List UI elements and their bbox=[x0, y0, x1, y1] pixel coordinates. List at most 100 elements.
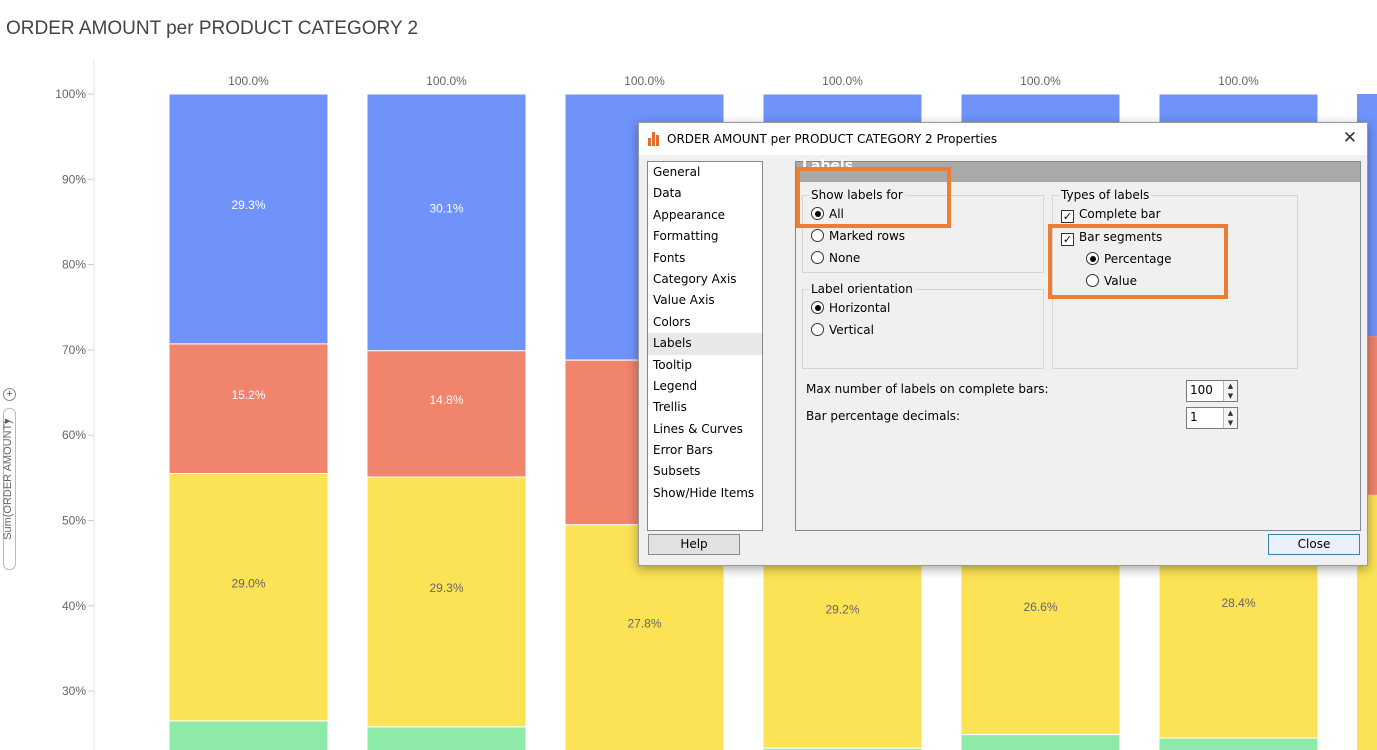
bar-total-label: 100.0% bbox=[822, 74, 863, 88]
nav-item-general[interactable]: General bbox=[653, 165, 701, 179]
y-tick-label: 80% bbox=[62, 258, 86, 272]
radio-percentage-label: Percentage bbox=[1104, 252, 1172, 266]
max-labels-spinner[interactable]: 100 ▲ ▼ bbox=[1186, 380, 1238, 402]
dropdown-arrow-icon: ▶ bbox=[5, 418, 11, 425]
bar-total-label: 100.0% bbox=[228, 74, 269, 88]
y-tick-label: 70% bbox=[62, 343, 86, 357]
y-tick-label: 30% bbox=[62, 684, 86, 698]
bar-segment[interactable] bbox=[366, 350, 527, 478]
radio-vertical[interactable]: Vertical bbox=[811, 322, 874, 338]
chart-app-icon bbox=[648, 132, 662, 146]
radio-all[interactable]: All bbox=[811, 206, 844, 222]
radio-icon bbox=[811, 251, 824, 264]
properties-dialog: ORDER AMOUNT per PRODUCT CATEGORY 2 Prop… bbox=[638, 122, 1368, 566]
bar-segment[interactable] bbox=[366, 476, 527, 728]
bar-segment[interactable] bbox=[762, 747, 923, 750]
nav-item-lines-curves[interactable]: Lines & Curves bbox=[653, 421, 743, 436]
y-axis-label[interactable]: Sum(ORDER AMOUNT) bbox=[2, 420, 14, 540]
radio-value-label: Value bbox=[1104, 274, 1137, 288]
radio-icon bbox=[1086, 274, 1099, 287]
nav-item-value-axis[interactable]: Value Axis bbox=[653, 293, 715, 308]
bar-total-label: 100.0% bbox=[624, 74, 665, 88]
types-of-labels-title: Types of labels bbox=[1059, 188, 1152, 202]
bar-total-label: 100.0% bbox=[1020, 74, 1061, 88]
bar-decimals-label: Bar percentage decimals: bbox=[806, 409, 961, 423]
y-tick-label: 90% bbox=[62, 172, 86, 186]
segment-label: 14.8% bbox=[429, 393, 463, 407]
close-icon[interactable]: ✕ bbox=[1342, 128, 1357, 148]
radio-percentage[interactable]: Percentage bbox=[1086, 251, 1172, 267]
help-button[interactable]: Help bbox=[648, 534, 740, 555]
y-axis-ticks: 30% 40% 50% 60% 70% 80% 90% 100% bbox=[55, 87, 94, 698]
bar-segments-label: Bar segments bbox=[1079, 230, 1163, 244]
spin-up-icon[interactable]: ▲ bbox=[1227, 382, 1234, 390]
segment-label: 29.3% bbox=[429, 581, 463, 595]
labels-panel: Labels Show labels for All Marked rows N… bbox=[795, 158, 1361, 531]
nav-item-fonts[interactable]: Fonts bbox=[653, 250, 686, 265]
radio-value[interactable]: Value bbox=[1086, 273, 1137, 289]
close-button[interactable]: Close bbox=[1268, 534, 1360, 555]
spin-down-icon[interactable]: ▼ bbox=[1227, 392, 1234, 400]
bar-segment[interactable] bbox=[366, 93, 527, 352]
nav-item-colors[interactable]: Colors bbox=[653, 314, 691, 329]
radio-marked-rows[interactable]: Marked rows bbox=[811, 228, 905, 244]
checkbox-complete-bar[interactable]: ✓ Complete bar bbox=[1061, 206, 1161, 223]
spinner-buttons[interactable]: ▲ ▼ bbox=[1223, 408, 1237, 428]
axis-dropdown[interactable]: ▶ bbox=[3, 408, 16, 570]
nav-item-trellis[interactable]: Trellis bbox=[653, 400, 687, 415]
bar-decimals-value: 1 bbox=[1190, 410, 1198, 424]
segment-label: 27.8% bbox=[627, 616, 661, 630]
nav-item-error-bars[interactable]: Error Bars bbox=[653, 443, 713, 458]
y-tick-label: 50% bbox=[62, 514, 86, 528]
show-labels-group: Show labels for All Marked rows None bbox=[802, 188, 1044, 273]
panel-header-title: Labels bbox=[802, 158, 854, 174]
radio-all-label: All bbox=[829, 207, 844, 221]
nav-item-show-hide-items[interactable]: Show/Hide Items bbox=[653, 485, 755, 500]
segment-label: 15.2% bbox=[231, 388, 265, 402]
segment-label: 28.4% bbox=[1221, 596, 1255, 610]
nav-item-formatting[interactable]: Formatting bbox=[653, 229, 719, 244]
nav-item-category-axis[interactable]: Category Axis bbox=[653, 271, 737, 286]
radio-selected-icon bbox=[1086, 252, 1099, 265]
bar-segment[interactable] bbox=[168, 343, 329, 475]
bar-decimals-spinner[interactable]: 1 ▲ ▼ bbox=[1186, 407, 1238, 429]
radio-icon bbox=[811, 323, 824, 336]
spinner-buttons[interactable]: ▲ ▼ bbox=[1223, 381, 1237, 401]
dialog-title: ORDER AMOUNT per PRODUCT CATEGORY 2 Prop… bbox=[667, 132, 998, 146]
segment-label: 30.1% bbox=[429, 201, 463, 215]
radio-none[interactable]: None bbox=[811, 250, 860, 266]
y-axis-selector[interactable]: + ▶ Sum(ORDER AMOUNT) bbox=[0, 388, 18, 578]
bar-labels: 29.3% 15.2% 29.0% 100.0% 30.1% 14.8% 29.3% 100.… bbox=[228, 74, 1259, 630]
add-axis-icon[interactable]: + bbox=[3, 388, 16, 401]
show-labels-title: Show labels for bbox=[809, 188, 905, 202]
label-orientation-group: Label orientation Horizontal Vertical bbox=[802, 282, 1044, 369]
dialog-titlebar[interactable]: ORDER AMOUNT per PRODUCT CATEGORY 2 Prop… bbox=[639, 123, 1367, 155]
nav-item-legend[interactable]: Legend bbox=[653, 378, 698, 393]
radio-horizontal[interactable]: Horizontal bbox=[811, 300, 890, 316]
bar-segment[interactable] bbox=[1158, 737, 1319, 750]
spin-down-icon[interactable]: ▼ bbox=[1227, 419, 1234, 427]
bar-segment[interactable] bbox=[168, 473, 329, 722]
segment-label: 29.3% bbox=[231, 198, 265, 212]
radio-marked-label: Marked rows bbox=[829, 229, 906, 243]
radio-vertical-label: Vertical bbox=[829, 323, 874, 337]
panel-header: Labels bbox=[796, 158, 1360, 182]
segment-label: 29.0% bbox=[231, 576, 265, 590]
checkbox-bar-segments[interactable]: ✓ Bar segments bbox=[1061, 229, 1163, 246]
nav-item-data[interactable]: Data bbox=[653, 186, 682, 201]
radio-none-label: None bbox=[829, 251, 861, 265]
bar-segment[interactable] bbox=[960, 734, 1121, 750]
nav-item-tooltip[interactable]: Tooltip bbox=[653, 357, 692, 372]
category-list[interactable]: General Data Appearance Formatting Fonts Cate… bbox=[647, 161, 763, 531]
nav-item-subsets[interactable]: Subsets bbox=[653, 464, 701, 479]
bar-segment[interactable] bbox=[168, 720, 329, 750]
radio-horizontal-label: Horizontal bbox=[829, 301, 891, 315]
bar-segment[interactable] bbox=[366, 726, 527, 750]
spin-up-icon[interactable]: ▲ bbox=[1227, 409, 1234, 417]
bar-segment[interactable] bbox=[168, 93, 329, 345]
radio-selected-icon bbox=[811, 207, 824, 220]
checkbox-checked-icon: ✓ bbox=[1061, 210, 1074, 223]
max-labels-label: Max number of labels on complete bars: bbox=[806, 382, 1049, 396]
nav-item-labels[interactable]: Labels bbox=[648, 333, 762, 355]
nav-item-appearance[interactable]: Appearance bbox=[653, 207, 726, 222]
